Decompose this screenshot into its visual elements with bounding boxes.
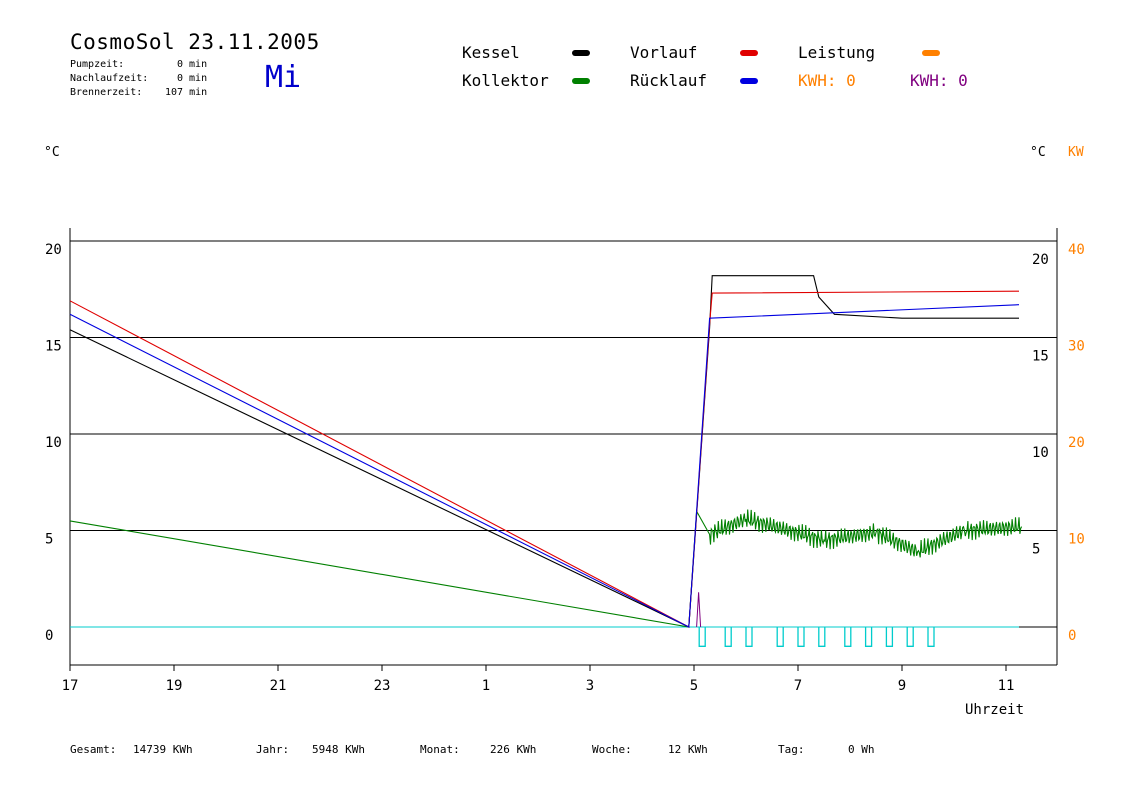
y-tick-right-kw-10: 10 [1068, 532, 1085, 548]
y-tick-right-c-20: 20 [1032, 252, 1049, 268]
y-tick-left-5: 5 [45, 532, 53, 548]
chart-title: CosmoSol 23.11.2005 [70, 30, 320, 54]
y-tick-left-20: 20 [45, 242, 62, 258]
footer-tag-label: Tag: [778, 743, 805, 756]
footer-gesamt-value: 14739 KWh [133, 743, 193, 756]
x-tick-label-23: 23 [374, 678, 391, 694]
x-tick-label-1: 1 [482, 678, 490, 694]
legend-kollektor-label: Kollektor [462, 71, 549, 90]
brennerzeit-label: Brennerzeit: [70, 87, 143, 98]
nachlaufzeit-label: Nachlaufzeit: [70, 73, 149, 84]
right-unit-kw: KW [1068, 145, 1084, 160]
weekday-label: Mi [265, 60, 302, 95]
legend-kessel-swatch [572, 50, 590, 56]
footer-woche-value: 12 KWh [668, 743, 708, 756]
brennerzeit-value: 107 min [165, 87, 208, 98]
x-tick-label-5: 5 [690, 678, 698, 694]
left-unit-label: °C [44, 145, 60, 160]
legend-leistung-label: Leistung [798, 43, 876, 62]
footer-monat-value: 226 KWh [490, 743, 537, 756]
footer-monat-label: Monat: [420, 743, 460, 756]
pumpzeit-value: 0 min [177, 59, 208, 70]
series-pump-pulses [698, 627, 935, 647]
legend-kollektor-swatch [572, 78, 590, 84]
y-tick-right-kw-20: 20 [1068, 435, 1085, 451]
legend-ruecklauf-swatch [740, 78, 758, 84]
y-tick-left-10: 10 [45, 435, 62, 451]
x-tick-label-19: 19 [166, 678, 183, 694]
legend-kwh-orange: KWH: 0 [798, 71, 856, 90]
legend-kwh-purple: KWH: 0 [910, 71, 968, 90]
y-tick-right-kw-40: 40 [1068, 242, 1085, 258]
right-unit-celsius: °C [1030, 145, 1046, 160]
y-tick-right-kw-0: 0 [1068, 628, 1076, 644]
y-tick-right-c-15: 15 [1032, 349, 1049, 365]
x-tick-label-21: 21 [270, 678, 287, 694]
y-tick-right-c-5: 5 [1032, 542, 1040, 558]
footer-tag-value: 0 Wh [848, 743, 875, 756]
series-kwh-spike [696, 592, 702, 628]
x-tick-label-3: 3 [586, 678, 594, 694]
y-tick-right-kw-30: 30 [1068, 339, 1085, 355]
legend-vorlauf-swatch [740, 50, 758, 56]
legend-vorlauf-label: Vorlauf [630, 43, 698, 62]
series-line-kessel [69, 275, 1019, 628]
x-tick-label-11: 11 [998, 678, 1015, 694]
y-tick-right-c-10: 10 [1032, 445, 1049, 461]
legend-ruecklauf-label: Rücklauf [630, 71, 708, 90]
pumpzeit-label: Pumpzeit: [70, 59, 125, 70]
legend-kessel-label: Kessel [462, 43, 520, 62]
series-line-kollektor [69, 509, 1023, 628]
nachlaufzeit-value: 0 min [177, 73, 208, 84]
x-tick-label-17: 17 [62, 678, 79, 694]
footer-gesamt-label: Gesamt: [70, 743, 117, 756]
x-tick-label-9: 9 [898, 678, 906, 694]
footer-jahr-label: Jahr: [256, 743, 290, 756]
series-line-vorlauf [69, 290, 1020, 628]
footer-woche-label: Woche: [592, 743, 632, 756]
x-axis-label: Uhrzeit [965, 702, 1025, 718]
legend-leistung-swatch [922, 50, 940, 56]
y-tick-left-0: 0 [45, 628, 53, 644]
footer-jahr-value: 5948 KWh [312, 743, 365, 756]
y-tick-left-15: 15 [45, 339, 62, 355]
x-tick-label-7: 7 [794, 678, 802, 694]
series-line-rücklauf [69, 304, 1020, 628]
